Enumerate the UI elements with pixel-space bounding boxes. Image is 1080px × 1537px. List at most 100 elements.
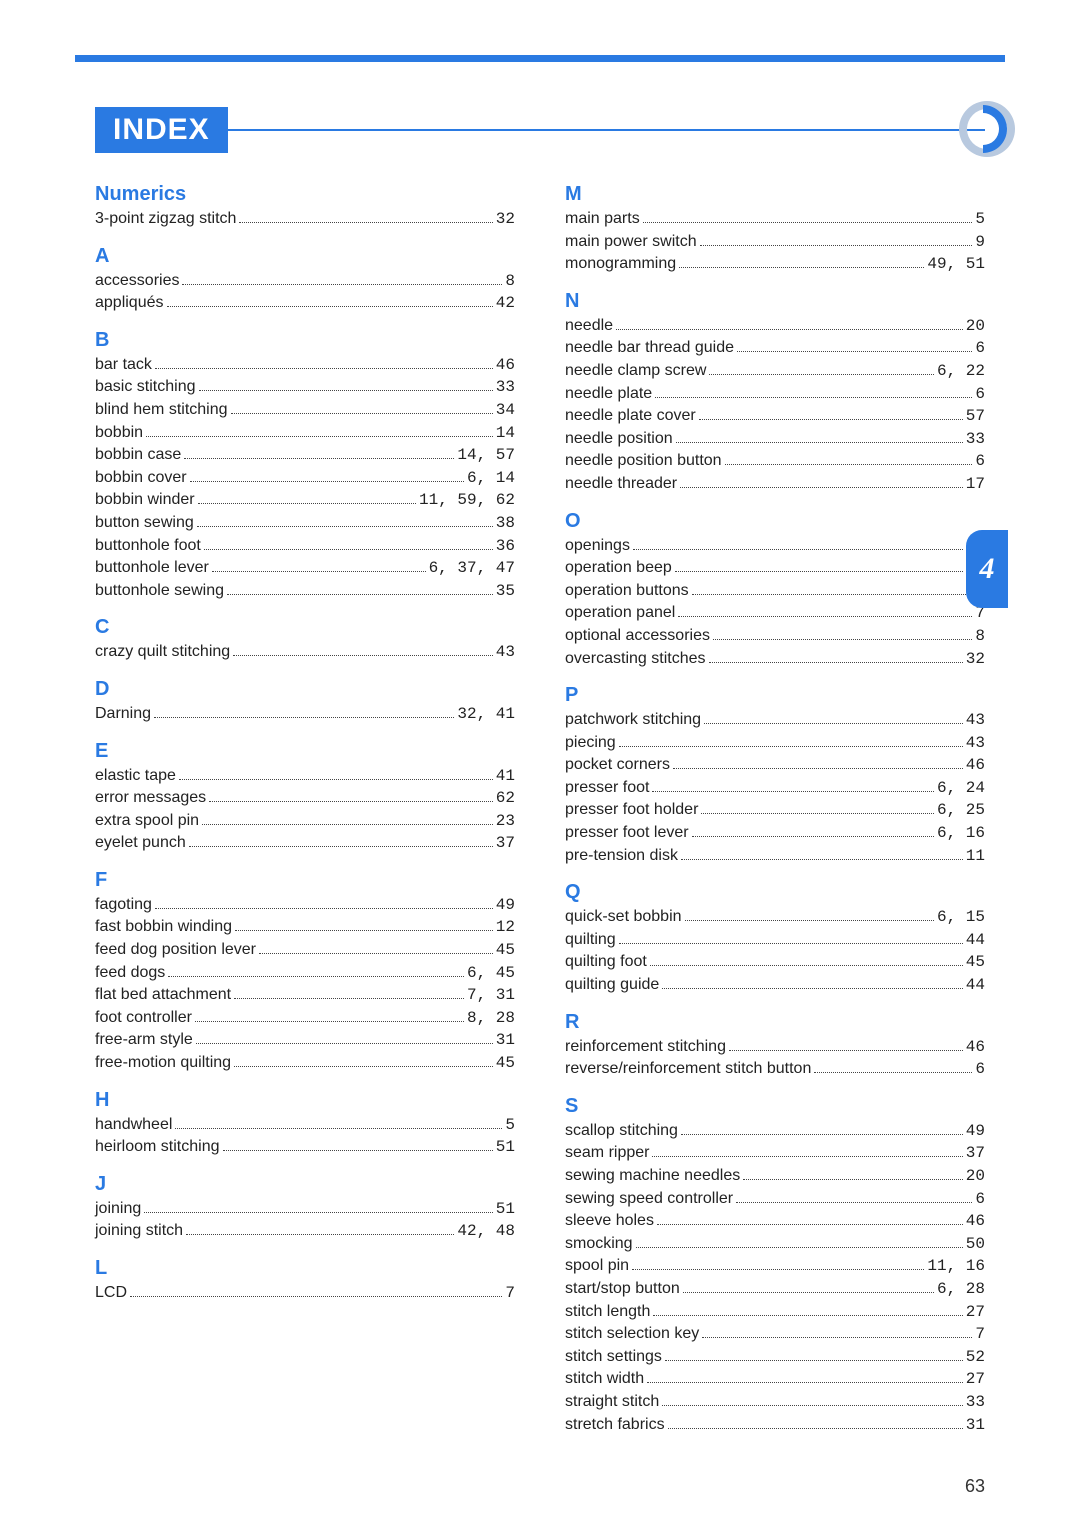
- index-pages: 20: [966, 1166, 985, 1188]
- index-pages: 6, 25: [937, 800, 985, 822]
- index-term: eyelet punch: [95, 832, 186, 854]
- index-section-head: D: [95, 678, 515, 701]
- index-entry: joining stitch42, 48: [95, 1220, 515, 1243]
- index-pages: 38: [496, 513, 515, 535]
- index-term: blind hem stitching: [95, 399, 228, 421]
- leader-dots: [155, 908, 493, 909]
- index-entry: crazy quilt stitching43: [95, 641, 515, 664]
- index-entry: needle clamp screw6, 22: [565, 360, 985, 383]
- index-entry: sleeve holes46: [565, 1210, 985, 1233]
- index-term: buttonhole foot: [95, 535, 201, 557]
- index-title-bar: INDEX: [95, 107, 985, 153]
- index-entry: joining51: [95, 1198, 515, 1221]
- leader-dots: [643, 222, 973, 223]
- index-term: main power switch: [565, 231, 697, 253]
- leader-dots: [655, 397, 972, 398]
- index-section-head: J: [95, 1173, 515, 1196]
- index-entry: needle threader17: [565, 473, 985, 496]
- index-section-head: Numerics: [95, 183, 515, 206]
- index-term: presser foot lever: [565, 822, 689, 844]
- index-term: extra spool pin: [95, 810, 199, 832]
- index-entry: needle20: [565, 315, 985, 338]
- index-entry: blind hem stitching 34: [95, 399, 515, 422]
- leader-dots: [668, 1428, 963, 1429]
- index-pages: 34: [496, 400, 515, 422]
- index-title: INDEX: [95, 107, 228, 153]
- index-entry: foot controller 8, 28: [95, 1007, 515, 1030]
- index-term: bobbin: [95, 422, 143, 444]
- index-entry: seam ripper37: [565, 1142, 985, 1165]
- index-term: foot controller: [95, 1007, 192, 1029]
- index-term: crazy quilt stitching: [95, 641, 230, 663]
- index-term: heirloom stitching: [95, 1136, 220, 1158]
- index-pages: 51: [496, 1137, 515, 1159]
- leader-dots: [652, 791, 934, 792]
- index-term: pocket corners: [565, 754, 670, 776]
- index-pages: 35: [496, 581, 515, 603]
- top-stripe: [75, 55, 1005, 62]
- index-entry: piecing43: [565, 732, 985, 755]
- index-term: patchwork stitching: [565, 709, 701, 731]
- index-pages: 51: [496, 1199, 515, 1221]
- leader-dots: [259, 953, 493, 954]
- index-term: operation buttons: [565, 580, 689, 602]
- index-pages: 20: [966, 316, 985, 338]
- index-term: quilting: [565, 929, 616, 951]
- page: INDEX Numerics3-point zigzag stitch32Aac…: [0, 0, 1080, 1537]
- index-term: smocking: [565, 1233, 633, 1255]
- index-pages: 50: [966, 1234, 985, 1256]
- leader-dots: [616, 329, 963, 330]
- index-entry: presser foot holder6, 25: [565, 799, 985, 822]
- leader-dots: [234, 998, 464, 999]
- index-entry: bobbin winder11, 59, 62: [95, 489, 515, 512]
- index-title-rule: [228, 129, 985, 131]
- index-entry: LCD7: [95, 1282, 515, 1305]
- index-pages: 6, 24: [937, 778, 985, 800]
- leader-dots: [234, 1066, 493, 1067]
- index-entry: monogramming49, 51: [565, 253, 985, 276]
- leader-dots: [619, 746, 963, 747]
- leader-dots: [155, 368, 493, 369]
- leader-dots: [675, 571, 963, 572]
- index-section-head: O: [565, 510, 985, 533]
- index-pages: 32: [966, 649, 985, 671]
- index-entry: needle plate6: [565, 383, 985, 406]
- index-term: appliqués: [95, 292, 164, 314]
- leader-dots: [636, 1247, 963, 1248]
- leader-dots: [673, 768, 963, 769]
- leader-dots: [743, 1179, 963, 1180]
- leader-dots: [154, 717, 454, 718]
- leader-dots: [709, 374, 934, 375]
- index-entry: fast bobbin winding12: [95, 916, 515, 939]
- leader-dots: [189, 846, 493, 847]
- index-entry: feed dog position lever45: [95, 939, 515, 962]
- index-entry: patchwork stitching43: [565, 709, 985, 732]
- index-pages: 5: [505, 1115, 515, 1137]
- index-pages: 23: [496, 811, 515, 833]
- index-term: error messages: [95, 787, 206, 809]
- leader-dots: [182, 284, 502, 285]
- index-term: basic stitching: [95, 376, 196, 398]
- index-pages: 6, 45: [467, 963, 515, 985]
- index-pages: 45: [496, 1053, 515, 1075]
- index-term: needle bar thread guide: [565, 337, 734, 359]
- index-entry: main parts5: [565, 208, 985, 231]
- index-section-head: L: [95, 1257, 515, 1280]
- index-entry: button sewing38: [95, 512, 515, 535]
- index-pages: 8, 28: [467, 1008, 515, 1030]
- leader-dots: [683, 1292, 934, 1293]
- index-entry: needle position33: [565, 428, 985, 451]
- index-term: needle plate: [565, 383, 652, 405]
- leader-dots: [227, 594, 493, 595]
- leader-dots: [729, 1050, 963, 1051]
- index-entry: stitch length27: [565, 1301, 985, 1324]
- leader-dots: [665, 1360, 963, 1361]
- leader-dots: [653, 1315, 962, 1316]
- index-entry: fagoting49: [95, 894, 515, 917]
- index-term: free-motion quilting: [95, 1052, 231, 1074]
- index-entry: free-motion quilting 45: [95, 1052, 515, 1075]
- index-term: LCD: [95, 1282, 127, 1304]
- index-pages: 7, 31: [467, 985, 515, 1007]
- index-entry: accessories8: [95, 270, 515, 293]
- index-pages: 46: [966, 1037, 985, 1059]
